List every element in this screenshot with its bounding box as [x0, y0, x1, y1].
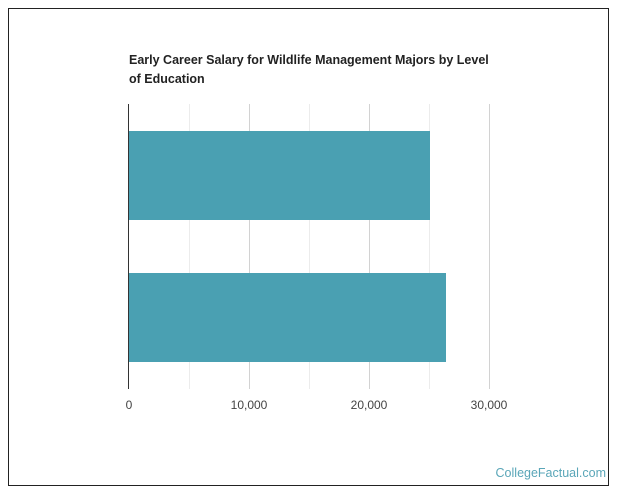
brand-link[interactable]: CollegeFactual.com: [495, 466, 606, 480]
x-tick-30000: 30,000: [470, 398, 508, 412]
gridline-25000: [429, 104, 430, 389]
bar-2[interactable]: [129, 273, 446, 362]
y-axis-line: [128, 104, 129, 389]
chart-title: Early Career Salary for Wildlife Managem…: [129, 53, 489, 86]
x-tick-0: 0: [125, 398, 133, 412]
chart-frame: [8, 8, 609, 486]
x-tick-20000: 20,000: [350, 398, 388, 412]
gridline-10000: [249, 104, 250, 389]
gridline-15000: [309, 104, 310, 389]
bar-1[interactable]: [129, 131, 431, 220]
gridline-30000: [489, 104, 490, 389]
gridline-20000: [369, 104, 370, 389]
gridline-5000: [189, 104, 190, 389]
x-tick-10000: 10,000: [230, 398, 268, 412]
